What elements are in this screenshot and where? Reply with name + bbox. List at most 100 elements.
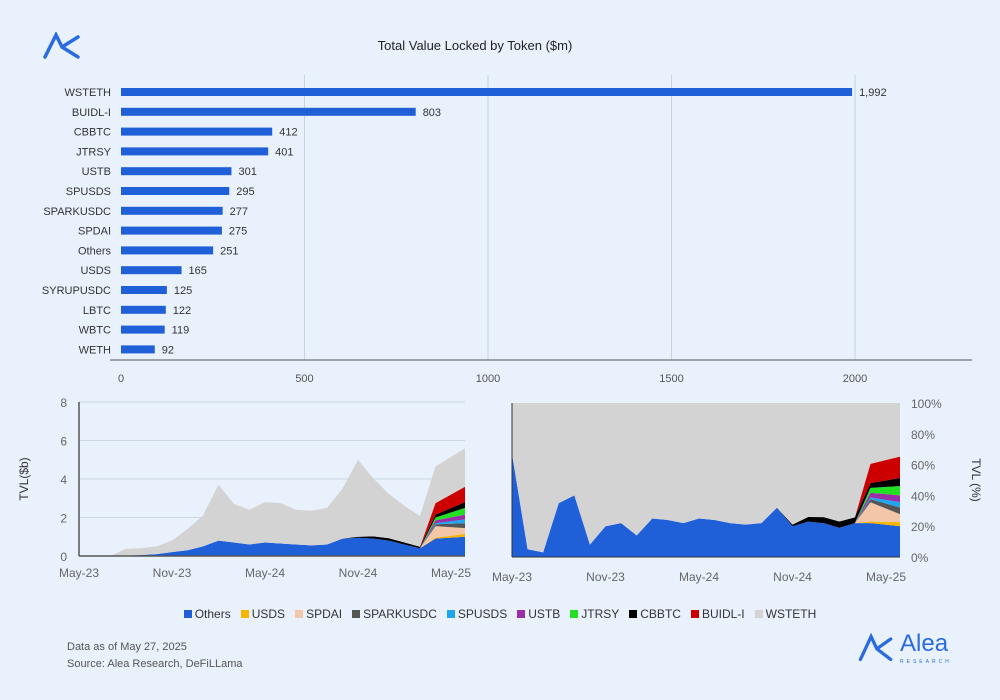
y-tick-label: 20%	[911, 520, 935, 534]
y-tick-label: 2	[60, 512, 67, 526]
x-tick-label: 0	[118, 373, 124, 385]
x-tick-label: 1500	[659, 373, 683, 385]
alea-logo-icon	[43, 32, 80, 59]
x-tick-label: Nov-24	[773, 570, 812, 584]
source-note: Source: Alea Research, DeFiLLama	[67, 658, 243, 670]
category-label: LBTC	[83, 305, 111, 317]
bar-chart: 0 500 1000 1500 2000 WSTETH 1,992 BUIDL-I 803 CBB…	[42, 75, 972, 385]
legend-swatch	[690, 610, 699, 618]
category-label: BUIDL-I	[72, 107, 111, 119]
y-tick-label: 8	[60, 396, 67, 410]
category-label: SPDAI	[78, 226, 111, 238]
x-tick-label: 1000	[476, 373, 500, 385]
y-tick-label: 60%	[911, 459, 935, 473]
legend-label: USDS	[251, 607, 286, 621]
alea-brand: Alea RESEARCH	[858, 630, 952, 666]
x-tick-label: May-25	[431, 566, 471, 580]
legend-item: CBBTC	[629, 607, 681, 621]
category-label: Others	[78, 245, 112, 257]
x-tick-label: Nov-23	[586, 570, 625, 584]
bar-chart-title: Total Value Locked by Token ($m)	[377, 38, 573, 53]
legend-swatch	[183, 610, 192, 618]
bar-syrupusdc	[121, 286, 167, 294]
bar-usds	[121, 266, 182, 275]
category-label: WBTC	[79, 325, 111, 337]
x-tick-label: May-24	[679, 570, 719, 584]
y-axis-label: TVL (%)	[969, 458, 983, 502]
legend-item: SPDAI	[295, 607, 342, 621]
legend-label: SPDAI	[306, 607, 343, 621]
y-tick-label: 0	[60, 550, 67, 564]
y-tick-label: 6	[60, 435, 67, 449]
bar-spdai	[121, 226, 222, 235]
value-label: 119	[172, 325, 190, 337]
legend: Others USDS SPDAI SPARKUSDC SPUSDS USTB JTRSY C…	[0, 607, 1000, 621]
y-tick-label: 80%	[911, 428, 935, 442]
date-note: Data as of May 27, 2025	[67, 641, 187, 653]
legend-item: WSTETH	[754, 607, 816, 621]
legend-item: Others	[183, 607, 231, 621]
legend-swatch	[629, 610, 638, 618]
legend-item: USDS	[240, 607, 286, 621]
value-label: 251	[220, 245, 238, 257]
area-wsteth	[79, 448, 465, 556]
category-label: WSTETH	[65, 87, 111, 99]
legend-item: SPARKUSDC	[352, 607, 437, 621]
y-tick-label: 0%	[911, 551, 929, 565]
x-tick-label: 500	[295, 373, 313, 385]
bar-wsteth	[121, 88, 853, 96]
value-label: 277	[230, 206, 248, 218]
legend-swatch	[240, 610, 249, 618]
x-tick-label: 2000	[843, 373, 867, 385]
value-label: 401	[275, 146, 293, 158]
bar-lbtc	[121, 305, 166, 314]
category-label: USDS	[80, 265, 111, 277]
legend-label: Others	[194, 607, 231, 621]
x-tick-label: May-24	[245, 566, 285, 580]
legend-swatch	[352, 610, 361, 618]
y-tick-label: 40%	[911, 489, 935, 503]
value-label: 165	[189, 265, 207, 277]
category-label: WETH	[79, 344, 111, 356]
x-tick-label: May-23	[59, 566, 99, 580]
category-label: SYRUPUSDC	[42, 285, 111, 297]
legend-item: BUIDL-I	[690, 607, 745, 621]
bar-weth	[121, 345, 155, 354]
value-label: 301	[238, 166, 256, 178]
bar-wbtc	[121, 325, 165, 334]
legend-label: JTRSY	[581, 607, 620, 621]
y-axis-label: TVL($b)	[17, 457, 31, 500]
category-label: SPUSDS	[66, 186, 111, 198]
legend-item: USTB	[517, 607, 560, 621]
category-label: JTRSY	[76, 146, 112, 158]
absolute-area-chart: 0 2 4 6 8 May-23 Nov-23 May-24 Nov-24 May-25 TVL($…	[17, 396, 471, 580]
y-tick-label: 100%	[911, 397, 942, 411]
x-tick-label: May-23	[492, 570, 532, 584]
legend-label: USTB	[528, 607, 561, 621]
alea-brand-icon	[858, 633, 893, 662]
area-wsteth	[512, 403, 900, 553]
area-others	[79, 536, 465, 556]
value-label: 803	[423, 107, 441, 119]
value-label: 275	[229, 226, 247, 238]
x-tick-label: Nov-23	[153, 566, 192, 580]
legend-label: BUIDL-I	[701, 607, 745, 621]
legend-item: JTRSY	[570, 607, 619, 621]
bar-ustb	[121, 167, 232, 176]
value-label: 295	[236, 186, 254, 198]
x-tick-label: Nov-24	[339, 566, 378, 580]
legend-swatch	[295, 610, 304, 618]
value-label: 412	[279, 127, 297, 139]
category-label: SPARKUSDC	[43, 206, 111, 218]
value-label: 122	[173, 305, 191, 317]
legend-label: CBBTC	[640, 607, 681, 621]
percent-area-chart: 0% 20% 40% 60% 80% 100% May-23 Nov-23 May-24 Nov-…	[492, 397, 983, 584]
bar-others	[121, 246, 214, 255]
bar-cbbtc	[121, 127, 273, 136]
value-label: 1,992	[859, 87, 887, 99]
area-others	[512, 453, 900, 557]
legend-swatch	[754, 610, 763, 618]
bar-spusds	[121, 187, 230, 195]
bar-jtrsy	[121, 147, 269, 156]
